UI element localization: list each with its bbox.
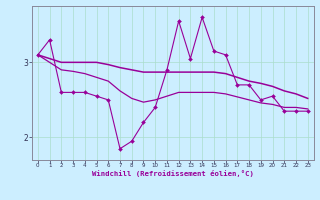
X-axis label: Windchill (Refroidissement éolien,°C): Windchill (Refroidissement éolien,°C): [92, 170, 254, 177]
